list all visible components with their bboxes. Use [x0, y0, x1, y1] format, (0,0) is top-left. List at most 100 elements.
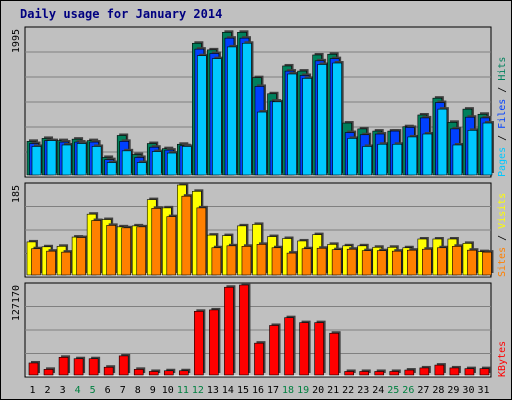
bar-sites-day-4	[76, 237, 86, 276]
bar-sites-day-10	[166, 216, 177, 276]
bar-pages-day-13	[212, 58, 222, 176]
x-tick-label-day-11: 11	[177, 385, 189, 396]
bar-kbytes-day-16	[254, 342, 264, 376]
bar-pages-day-22	[347, 138, 357, 176]
y-max-label-traffic: 1995	[11, 29, 22, 53]
bar-pages-day-19	[302, 78, 312, 176]
bar-sites-day-9	[151, 208, 162, 276]
bar-kbytes-day-20	[314, 322, 324, 376]
bar-sites-day-20	[316, 247, 327, 276]
x-tick-label-day-22: 22	[342, 385, 354, 396]
bar-kbytes-day-24	[374, 371, 385, 376]
x-tick-label-day-13: 13	[207, 385, 219, 396]
bar-sites-day-16	[256, 244, 267, 276]
x-tick-label-day-27: 27	[417, 385, 429, 396]
bar-kbytes-day-23	[359, 371, 370, 376]
bar-pages-day-9	[151, 151, 162, 176]
bar-pages-day-25	[392, 143, 403, 176]
bar-kbytes-day-13	[209, 309, 219, 376]
bar-pages-day-15	[242, 42, 252, 176]
x-tick-label-day-5: 5	[90, 385, 96, 396]
x-tick-label-day-21: 21	[327, 385, 339, 396]
bar-pages-day-3	[61, 144, 72, 176]
x-tick-label-day-4: 4	[75, 385, 81, 396]
x-tick-label-day-29: 29	[447, 385, 459, 396]
bar-sites-day-2	[46, 250, 56, 276]
bar-kbytes-day-2	[43, 369, 54, 376]
bar-sites-day-30	[467, 249, 477, 276]
bar-sites-day-19	[301, 248, 312, 276]
bar-sites-day-15	[241, 245, 252, 276]
legend-entry-files: Files	[497, 99, 508, 129]
bar-kbytes-day-27	[419, 367, 430, 376]
bar-kbytes-day-5	[88, 358, 99, 376]
x-tick-label-day-20: 20	[312, 385, 324, 396]
bar-pages-day-31	[482, 122, 493, 176]
bar-pages-day-1	[31, 146, 42, 176]
x-tick-label-day-30: 30	[462, 385, 474, 396]
bar-kbytes-day-6	[103, 366, 114, 376]
bar-kbytes-day-30	[464, 368, 475, 376]
bar-kbytes-day-25	[389, 371, 400, 376]
bar-sites-day-8	[136, 226, 147, 276]
legend-entry-sites: Sites	[497, 247, 508, 277]
x-tick-label-day-15: 15	[237, 385, 249, 396]
bar-kbytes-day-9	[148, 371, 159, 376]
bar-kbytes-day-1	[28, 362, 39, 376]
bar-sites-day-17	[271, 247, 282, 276]
bar-pages-day-6	[106, 162, 117, 176]
legend-entry-hits: Hits	[497, 57, 508, 81]
bar-pages-day-10	[166, 152, 177, 176]
x-tick-label-day-25: 25	[387, 385, 399, 396]
x-tick-label-day-8: 8	[135, 385, 141, 396]
legend-separator: /	[497, 81, 508, 99]
bar-sites-day-27	[422, 248, 432, 276]
bar-kbytes-day-15	[239, 284, 249, 376]
x-tick-label-day-1: 1	[30, 385, 36, 396]
bar-sites-day-28	[437, 247, 447, 276]
x-tick-label-day-6: 6	[105, 385, 111, 396]
bar-pages-day-28	[437, 108, 448, 176]
bar-kbytes-day-22	[344, 371, 354, 376]
bar-sites-day-7	[121, 227, 131, 276]
bar-kbytes-day-3	[58, 357, 69, 376]
bar-kbytes-day-28	[434, 364, 445, 376]
bar-kbytes-day-8	[133, 369, 144, 376]
legend-traffic: Pages / Files / Hits	[497, 57, 508, 177]
bar-pages-day-5	[91, 146, 102, 176]
bar-pages-day-21	[332, 62, 342, 176]
bar-sites-day-22	[346, 248, 357, 276]
bar-kbytes-day-17	[269, 325, 279, 376]
bar-pages-day-23	[362, 146, 373, 176]
bar-pages-day-2	[46, 140, 57, 176]
bar-pages-day-11	[182, 146, 192, 176]
x-tick-label-day-16: 16	[252, 385, 264, 396]
x-tick-label-day-17: 17	[267, 385, 279, 396]
bar-sites-day-31	[482, 251, 492, 276]
x-tick-label-day-12: 12	[192, 385, 204, 396]
bar-kbytes-day-7	[118, 355, 129, 376]
x-tick-label-day-28: 28	[432, 385, 444, 396]
bar-pages-day-16	[257, 111, 267, 176]
x-tick-label-day-23: 23	[357, 385, 369, 396]
bar-sites-day-5	[91, 220, 101, 276]
bar-sites-day-13	[211, 247, 222, 276]
bar-pages-day-12	[197, 55, 207, 176]
bar-pages-day-17	[272, 101, 282, 176]
bar-kbytes-day-11	[179, 370, 189, 376]
bar-pages-day-26	[407, 136, 418, 176]
x-tick-label-day-2: 2	[45, 385, 51, 396]
bar-sites-day-11	[181, 195, 192, 276]
x-tick-label-day-26: 26	[402, 385, 414, 396]
x-tick-label-day-24: 24	[372, 385, 384, 396]
bar-pages-day-7	[121, 150, 132, 176]
bar-sites-day-23	[361, 250, 372, 276]
x-tick-label-day-14: 14	[222, 385, 234, 396]
bar-kbytes-day-14	[224, 286, 234, 376]
legend-entry-visits: Visits	[497, 193, 508, 229]
bar-pages-day-29	[452, 144, 463, 176]
bar-pages-day-30	[467, 130, 478, 176]
bar-pages-day-14	[227, 46, 237, 176]
